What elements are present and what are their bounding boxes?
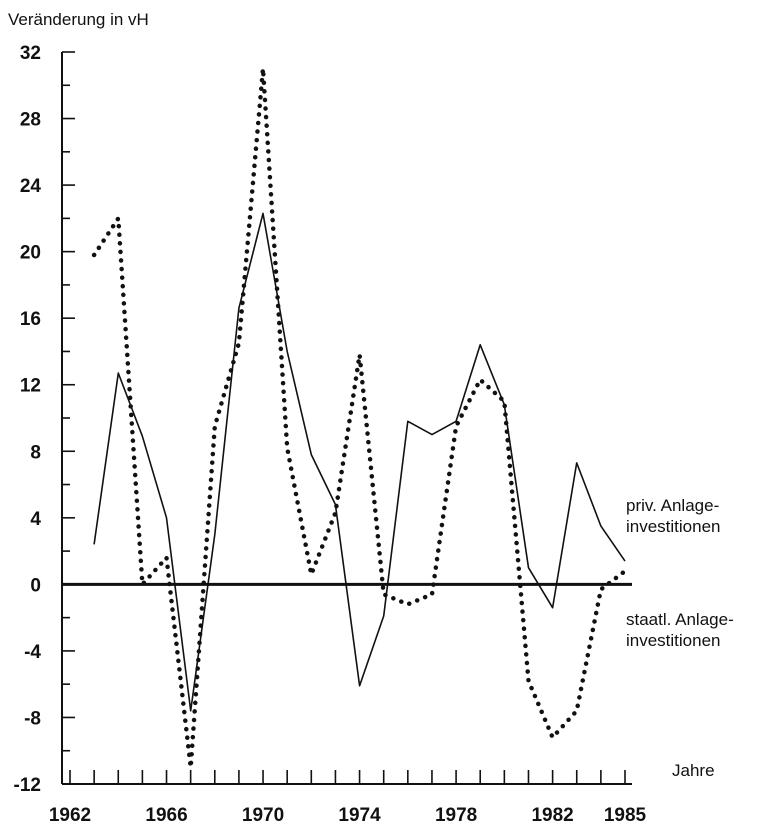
y-tick-label: 20 bbox=[20, 243, 41, 264]
y-tick-label: -8 bbox=[24, 708, 41, 729]
y-tick-label: 24 bbox=[20, 176, 42, 197]
x-axis: 1962 1966 1970 1974 1978 1982 1985 bbox=[49, 582, 647, 826]
series-label-priv: priv. Anlage- investitionen bbox=[626, 496, 721, 536]
y-tick-label: -12 bbox=[14, 775, 41, 796]
x-tick-label: 1966 bbox=[145, 805, 187, 826]
series-label-staatl-line-2: investitionen bbox=[626, 631, 721, 650]
x-axis-label: Jahre bbox=[672, 761, 715, 780]
y-tick-label: 4 bbox=[30, 509, 41, 530]
y-tick-label: 32 bbox=[20, 43, 41, 64]
x-tick-label: 1974 bbox=[338, 805, 381, 826]
series-label-priv-line-1: priv. Anlage- bbox=[626, 496, 719, 515]
y-axis: 32 28 24 20 16 12 8 4 0 -4 -8 -12 bbox=[14, 43, 75, 796]
y-tick-label: 28 bbox=[20, 110, 41, 131]
y-tick-label: -4 bbox=[24, 642, 41, 663]
x-tick-label: 1978 bbox=[435, 805, 477, 826]
chart-title: Veränderung in vH bbox=[8, 10, 149, 29]
y-tick-label: 16 bbox=[20, 309, 41, 330]
series-line-priv bbox=[93, 212, 626, 712]
x-tick-label: 1970 bbox=[242, 805, 284, 826]
series-layer bbox=[91, 68, 628, 768]
series-label-priv-line-2: investitionen bbox=[626, 517, 721, 536]
x-tick-label: 1985 bbox=[604, 805, 647, 826]
x-tick-label: 1982 bbox=[531, 805, 573, 826]
y-tick-label: 8 bbox=[30, 442, 41, 463]
y-tick-label: 0 bbox=[30, 575, 41, 596]
series-label-staatl: staatl. Anlage- investitionen bbox=[626, 610, 734, 650]
series-label-staatl-line-1: staatl. Anlage- bbox=[626, 610, 734, 629]
x-tick-label: 1962 bbox=[49, 805, 91, 826]
y-tick-label: 12 bbox=[20, 376, 41, 397]
series-line-staatl bbox=[91, 68, 628, 768]
